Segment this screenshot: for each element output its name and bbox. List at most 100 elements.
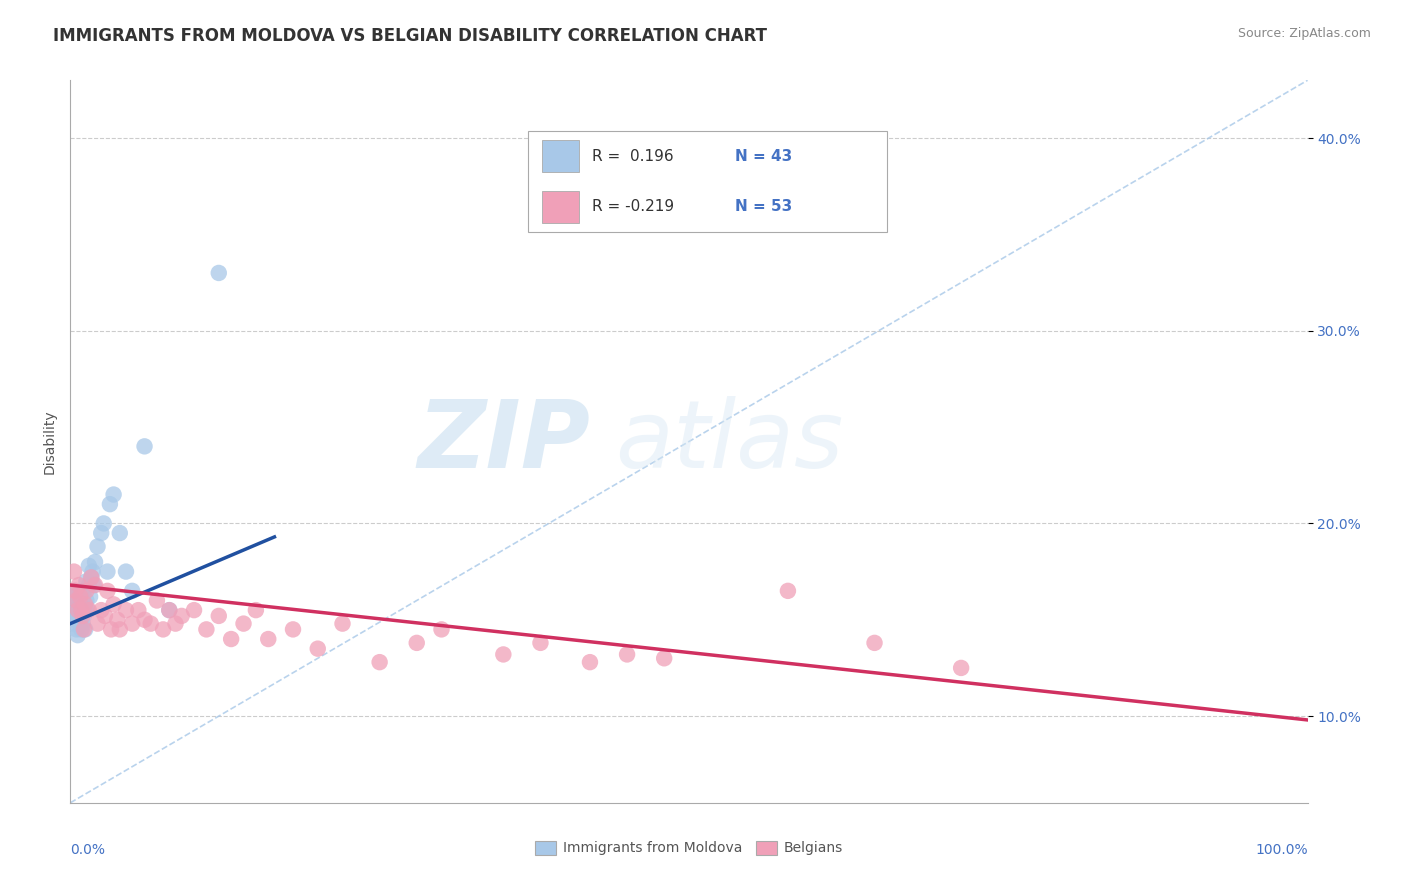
- Point: [90, 526, 112, 541]
- Point: [152, 623, 174, 637]
- Point: [70, 603, 93, 617]
- Point: [232, 616, 254, 631]
- Point: [75, 574, 97, 589]
- Point: [75, 603, 97, 617]
- Point: [84, 578, 107, 592]
- Point: [157, 603, 180, 617]
- Point: [105, 613, 128, 627]
- Text: N = 43: N = 43: [735, 149, 792, 163]
- Point: [62, 603, 84, 617]
- Point: [73, 608, 96, 623]
- Point: [208, 608, 231, 623]
- Point: [76, 603, 98, 617]
- Point: [430, 623, 453, 637]
- Text: N = 53: N = 53: [735, 199, 792, 214]
- Y-axis label: Disability: Disability: [42, 409, 56, 474]
- Point: [72, 616, 94, 631]
- Point: [72, 608, 94, 623]
- Point: [67, 613, 90, 627]
- Point: [492, 648, 515, 662]
- Point: [84, 555, 107, 569]
- Point: [80, 570, 103, 584]
- Text: Source: ZipAtlas.com: Source: ZipAtlas.com: [1237, 27, 1371, 40]
- Point: [80, 570, 103, 584]
- Point: [776, 583, 799, 598]
- Point: [75, 598, 97, 612]
- Point: [652, 651, 675, 665]
- Point: [257, 632, 280, 646]
- Text: R = -0.219: R = -0.219: [592, 199, 675, 214]
- Text: R =  0.196: R = 0.196: [592, 149, 673, 163]
- Point: [529, 636, 551, 650]
- Point: [96, 583, 118, 598]
- Point: [183, 603, 205, 617]
- Point: [146, 593, 169, 607]
- Point: [63, 590, 86, 604]
- Point: [65, 598, 87, 612]
- Point: [100, 623, 122, 637]
- Point: [121, 616, 143, 631]
- Text: IMMIGRANTS FROM MOLDOVA VS BELGIAN DISABILITY CORRELATION CHART: IMMIGRANTS FROM MOLDOVA VS BELGIAN DISAB…: [53, 27, 768, 45]
- Point: [103, 487, 125, 501]
- Point: [108, 623, 131, 637]
- Point: [170, 608, 193, 623]
- FancyBboxPatch shape: [529, 131, 887, 232]
- Point: [63, 565, 86, 579]
- Point: [69, 616, 91, 631]
- Point: [281, 623, 304, 637]
- Point: [77, 603, 100, 617]
- Legend: Immigrants from Moldova, Belgians: Immigrants from Moldova, Belgians: [529, 835, 849, 861]
- Point: [950, 661, 973, 675]
- Point: [93, 516, 115, 531]
- Point: [75, 583, 97, 598]
- Point: [65, 623, 87, 637]
- Point: [115, 603, 138, 617]
- Text: 0.0%: 0.0%: [70, 843, 105, 856]
- Point: [108, 526, 131, 541]
- Point: [307, 641, 329, 656]
- Point: [79, 590, 101, 604]
- Point: [65, 593, 87, 607]
- Point: [139, 616, 162, 631]
- Point: [67, 603, 90, 617]
- Point: [69, 599, 91, 614]
- Point: [219, 632, 242, 646]
- Point: [86, 540, 108, 554]
- Point: [127, 603, 149, 617]
- Point: [70, 607, 93, 621]
- Text: 100.0%: 100.0%: [1256, 843, 1308, 856]
- Point: [83, 578, 105, 592]
- Point: [115, 565, 138, 579]
- Point: [69, 590, 91, 604]
- Point: [134, 439, 156, 453]
- Point: [245, 603, 267, 617]
- Point: [405, 636, 427, 650]
- Point: [863, 636, 886, 650]
- Point: [82, 565, 104, 579]
- Point: [94, 608, 117, 623]
- Point: [121, 583, 143, 598]
- Point: [73, 583, 96, 598]
- Point: [66, 628, 89, 642]
- Point: [98, 497, 121, 511]
- Point: [67, 578, 90, 592]
- Point: [103, 598, 125, 612]
- Point: [65, 583, 87, 598]
- Point: [368, 655, 391, 669]
- Point: [65, 583, 87, 598]
- Point: [332, 616, 354, 631]
- Point: [77, 558, 100, 573]
- Point: [134, 613, 156, 627]
- Point: [86, 616, 108, 631]
- Point: [96, 565, 118, 579]
- Point: [165, 616, 187, 631]
- Point: [616, 648, 638, 662]
- Point: [70, 623, 93, 637]
- Point: [66, 593, 89, 607]
- Point: [72, 593, 94, 607]
- Point: [73, 623, 96, 637]
- Point: [75, 623, 97, 637]
- Text: ZIP: ZIP: [418, 395, 591, 488]
- Point: [75, 593, 97, 607]
- Point: [157, 603, 180, 617]
